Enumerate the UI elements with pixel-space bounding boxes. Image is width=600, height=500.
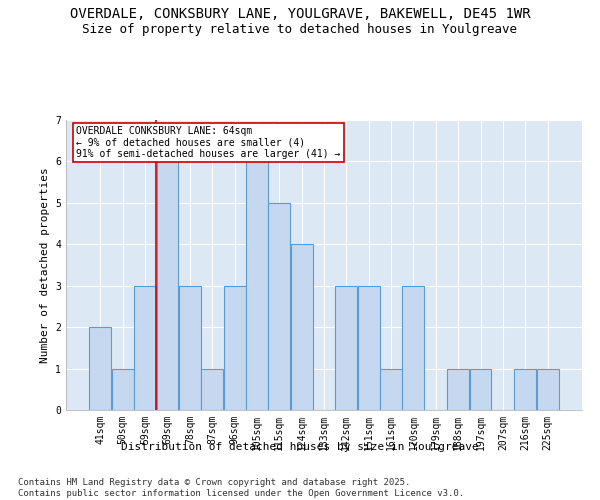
Bar [134,286,156,410]
Text: Distribution of detached houses by size in Youlgreave: Distribution of detached houses by size … [121,442,479,452]
Y-axis label: Number of detached properties: Number of detached properties [40,167,50,363]
Bar [470,368,491,410]
Bar [89,327,112,410]
Bar [246,162,268,410]
Bar [335,286,358,410]
Bar [268,203,290,410]
Bar [290,244,313,410]
Bar [201,368,223,410]
Bar [179,286,201,410]
Bar [536,368,559,410]
Text: OVERDALE, CONKSBURY LANE, YOULGRAVE, BAKEWELL, DE45 1WR: OVERDALE, CONKSBURY LANE, YOULGRAVE, BAK… [70,8,530,22]
Bar [447,368,469,410]
Bar [157,162,178,410]
Text: Contains HM Land Registry data © Crown copyright and database right 2025.
Contai: Contains HM Land Registry data © Crown c… [18,478,464,498]
Bar [112,368,134,410]
Bar [358,286,380,410]
Bar [514,368,536,410]
Text: Size of property relative to detached houses in Youlgreave: Size of property relative to detached ho… [83,22,517,36]
Text: OVERDALE CONKSBURY LANE: 64sqm
← 9% of detached houses are smaller (4)
91% of se: OVERDALE CONKSBURY LANE: 64sqm ← 9% of d… [76,126,341,159]
Bar [224,286,245,410]
Bar [403,286,424,410]
Bar [380,368,402,410]
